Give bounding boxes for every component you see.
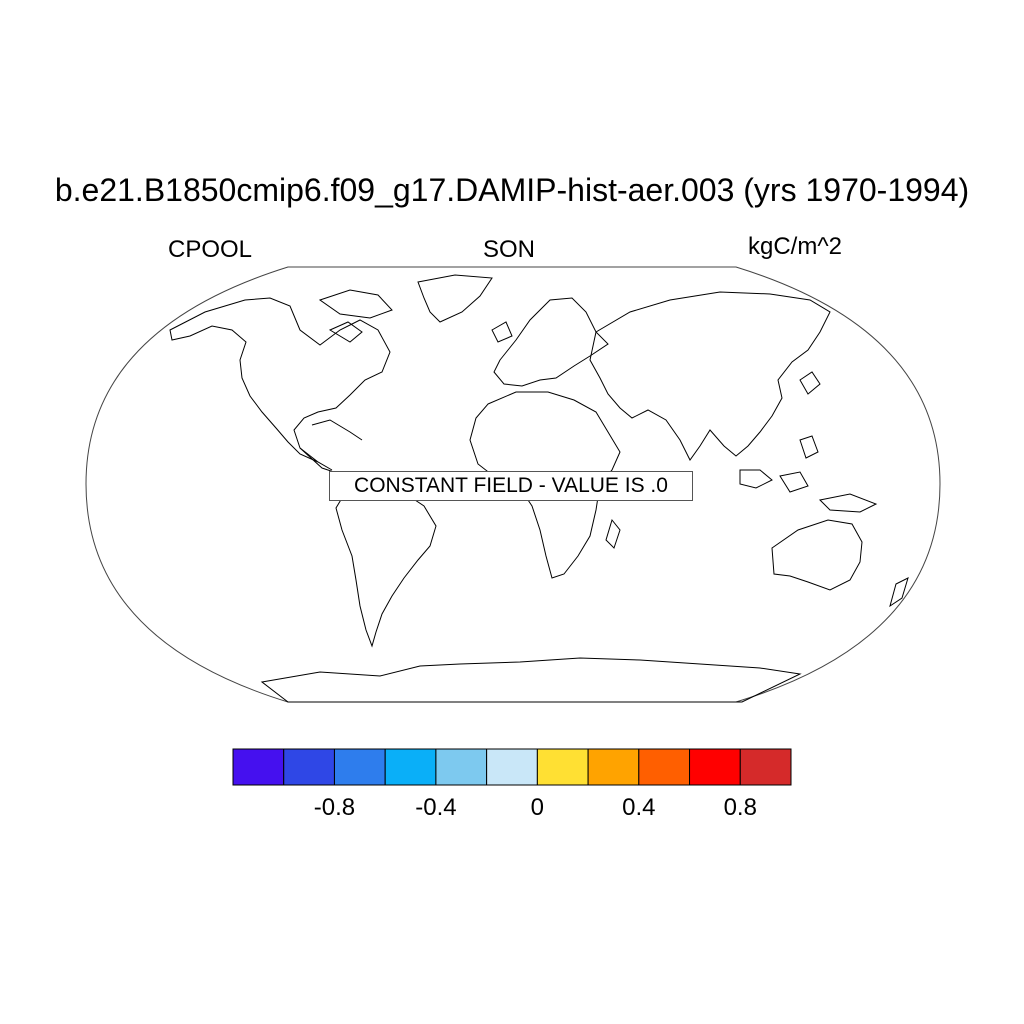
colorbar-tick-label: -0.8 [313, 794, 356, 821]
colorbar-tick-label: 0.4 [622, 794, 656, 821]
colorbar-box-8 [638, 748, 691, 786]
antarctica-coast [260, 657, 802, 703]
constant-field-notice: CONSTANT FIELD - VALUE IS .0 [329, 471, 693, 501]
colorbar-box-5 [486, 748, 538, 786]
colorbar-box-1 [283, 748, 335, 786]
north-america-coast [169, 297, 391, 471]
map-title: b.e21.B1850cmip6.f09_g17.DAMIP-hist-aer.… [54, 172, 970, 208]
colorbar-tick-label: 0 [530, 794, 545, 821]
colorbar-frame [232, 748, 792, 786]
colorbar-box-0 [232, 748, 285, 786]
greenland-coast [417, 274, 493, 323]
colorbar-box-2 [333, 748, 386, 786]
colorbar-box-6 [536, 748, 589, 786]
colorbar-box-4 [435, 748, 488, 786]
units-label: kgC/m^2 [748, 233, 842, 260]
colorbar-tick-label: 0.8 [723, 794, 757, 821]
colorbar-box-7 [587, 748, 640, 786]
australia-coast [771, 519, 863, 591]
europe-coast [493, 297, 609, 387]
south-america-coast [335, 481, 437, 648]
asia-coast [589, 291, 831, 461]
season-label: SON [483, 236, 536, 263]
colorbar-tick-label: -0.4 [415, 794, 457, 821]
colorbar-box-10 [739, 748, 792, 786]
variable-label: CPOOL [168, 236, 253, 263]
colorbar-box-9 [689, 748, 741, 786]
colorbar-box-3 [384, 748, 437, 786]
